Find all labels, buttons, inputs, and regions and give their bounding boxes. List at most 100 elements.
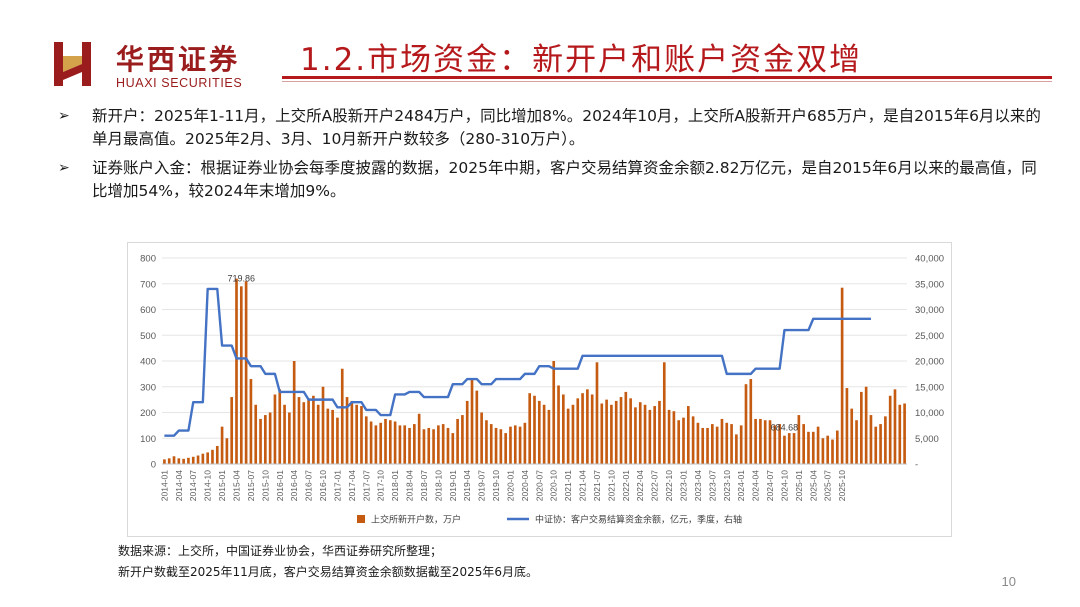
x-axis-tick-label: 2021-10 [606, 470, 616, 501]
bar-new-accounts [523, 422, 527, 464]
x-axis-tick-label: 2024-07 [765, 470, 775, 501]
x-axis-tick-label: 2015-10 [260, 470, 270, 501]
bullet-text: 证券账户入金：根据证券业协会每季度披露的数据，2025年中期，客户交易结算资金余… [92, 159, 1037, 200]
huaxi-logo: 华西证券 HUAXI SECURITIES [52, 36, 257, 96]
logo-english-name: HUAXI SECURITIES [116, 76, 243, 90]
bullet-list: ➢ 新开户：2025年1-11月，上交所A股新开户2484万户，同比增加8%。2… [58, 105, 1048, 209]
bar-new-accounts [230, 397, 234, 464]
bar-new-accounts [225, 438, 229, 464]
bar-new-accounts [893, 389, 897, 464]
bar-new-accounts [744, 384, 748, 464]
bar-new-accounts [177, 458, 181, 464]
bar-new-accounts [239, 286, 243, 464]
right-axis-tick-label: 20,000 [915, 357, 944, 368]
left-axis-tick-label: 600 [140, 305, 156, 316]
bar-new-accounts [355, 404, 358, 464]
left-axis-tick-label: 500 [140, 331, 156, 342]
bar-new-accounts [413, 424, 416, 464]
x-axis-tick-label: 2019-04 [462, 470, 472, 501]
bar-new-accounts [898, 404, 902, 464]
x-axis-tick-label: 2019-10 [491, 470, 501, 501]
bar-new-accounts [369, 421, 373, 464]
bar-new-accounts [201, 453, 205, 464]
source-line-2: 新开户数截至2025年11月底，客户交易结算资金余额数据截至2025年6月底。 [118, 565, 538, 579]
logo-chinese-name: 华西证券 [116, 43, 241, 76]
bar-new-accounts [336, 417, 339, 464]
chart-frame [127, 242, 952, 537]
source-line-1: 数据来源：上交所，中国证券业协会，华西证券研究所整理； [118, 544, 443, 558]
x-axis-tick-label: 2021-07 [592, 470, 602, 501]
bar-new-accounts [374, 425, 378, 464]
bar-new-accounts [552, 361, 556, 464]
bar-new-accounts [432, 429, 435, 464]
bar-new-accounts [182, 458, 185, 464]
bar-new-accounts [316, 404, 320, 464]
x-axis-tick-label: 2023-01 [679, 470, 689, 501]
bar-new-accounts [725, 422, 729, 464]
bar-new-accounts [576, 398, 580, 464]
x-axis-tick-label: 2017-07 [361, 470, 371, 501]
x-axis-tick-label: 2021-04 [578, 470, 588, 501]
x-axis-tick-label: 2014-07 [188, 470, 198, 501]
bar-new-accounts [499, 429, 503, 464]
x-axis-tick-label: 2020-04 [520, 470, 530, 501]
bar-new-accounts [783, 435, 786, 464]
bar-new-accounts [638, 402, 642, 464]
bar-new-accounts [802, 424, 805, 464]
bar-new-accounts [903, 403, 906, 464]
bar-new-accounts [302, 402, 306, 464]
x-axis-tick-label: 2023-07 [707, 470, 717, 501]
right-axis-tick-label: - [915, 460, 918, 471]
bar-new-accounts [773, 425, 777, 464]
title-divider [282, 76, 1052, 79]
bar-new-accounts [388, 420, 392, 464]
bar-new-accounts [307, 398, 310, 464]
right-axis-tick-label: 10,000 [915, 408, 944, 419]
bar-new-accounts [249, 379, 253, 464]
bar-new-accounts [172, 456, 176, 464]
bar-new-accounts [398, 425, 402, 464]
bar-new-accounts [696, 422, 700, 464]
bar-new-accounts [884, 416, 887, 464]
bar-new-accounts [840, 287, 844, 464]
bar-new-accounts [475, 390, 479, 464]
bar-new-accounts [331, 409, 334, 464]
bar-new-accounts [528, 393, 532, 464]
data-label: 719.86 [228, 273, 256, 283]
bar-new-accounts [292, 361, 296, 464]
x-axis-tick-label: 2016-01 [275, 470, 285, 501]
bar-new-accounts [504, 433, 507, 464]
bar-new-accounts [557, 385, 560, 464]
bar-new-accounts [456, 418, 459, 464]
bar-new-accounts [864, 386, 868, 464]
slide-title: 1.2.市场资金：新开户和账户资金双增 [300, 42, 863, 78]
bar-new-accounts [533, 395, 536, 464]
bar-new-accounts [701, 427, 705, 464]
bar-new-accounts [662, 362, 666, 464]
data-source-note: 数据来源：上交所，中国证券业协会，华西证券研究所整理； 新开户数截至2025年1… [118, 541, 538, 583]
bar-new-accounts [797, 415, 801, 464]
data-label: 684.68 [771, 423, 799, 433]
x-axis-tick-label: 2018-07 [419, 470, 429, 501]
bar-new-accounts [595, 362, 599, 464]
bar-new-accounts [273, 394, 277, 464]
bar-new-accounts [360, 406, 363, 464]
bar-new-accounts [845, 388, 849, 464]
bar-new-accounts [465, 400, 469, 464]
bar-new-accounts [682, 417, 685, 464]
bar-new-accounts [254, 404, 258, 464]
bar-new-accounts [417, 413, 421, 464]
bar-new-accounts [441, 424, 445, 464]
bar-new-accounts [278, 389, 282, 464]
bar-new-accounts [537, 400, 541, 464]
x-axis-tick-label: 2015-04 [232, 470, 242, 501]
x-axis-tick-label: 2015-07 [246, 470, 256, 501]
bullet-arrow-icon: ➢ [58, 160, 70, 176]
bar-new-accounts [888, 395, 892, 464]
x-axis-tick-label: 2015-01 [217, 470, 227, 501]
bar-new-accounts [643, 404, 647, 464]
bar-new-accounts [835, 430, 839, 464]
x-axis-tick-label: 2018-04 [405, 470, 415, 501]
bar-new-accounts [648, 409, 652, 464]
bar-new-accounts [268, 412, 272, 464]
